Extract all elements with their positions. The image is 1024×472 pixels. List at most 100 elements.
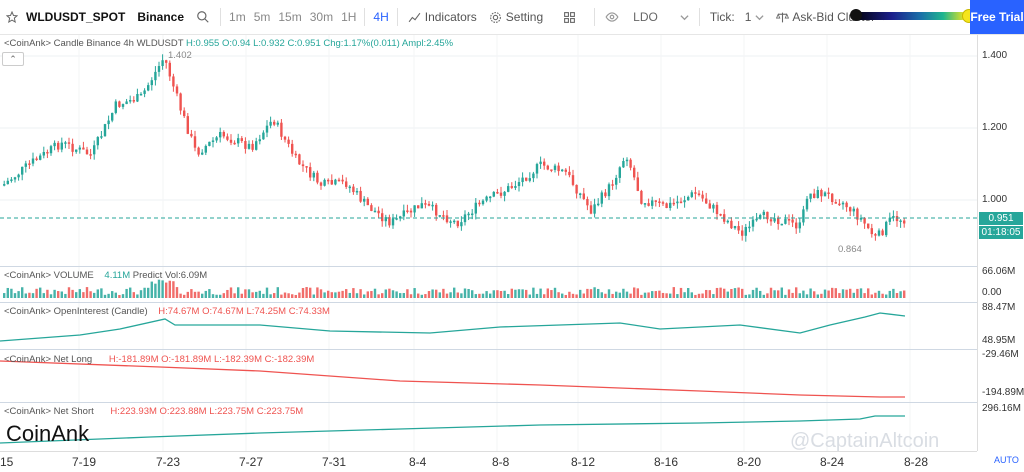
volume-bar [233, 293, 236, 298]
volume-bar [424, 294, 427, 298]
candle-body [107, 120, 110, 125]
candle-body [568, 171, 571, 176]
candle-body [17, 174, 20, 178]
candle-body [413, 205, 416, 213]
candle-body [654, 200, 657, 202]
interval-4h[interactable]: 4H [373, 10, 389, 24]
compare-symbol-select[interactable]: LDO [625, 0, 695, 34]
interval-15m[interactable]: 15m [278, 10, 302, 24]
volume-bar [579, 289, 582, 298]
volume-bar [298, 292, 301, 298]
volume-bar [316, 287, 319, 298]
indicators-button[interactable]: Indicators [402, 0, 483, 34]
volume-bar [769, 287, 773, 298]
volume-bar [895, 293, 899, 298]
volume-bar [406, 289, 409, 298]
candle-body [161, 60, 164, 67]
chart-canvas[interactable] [0, 35, 977, 451]
candle-body [741, 230, 744, 236]
indicators-icon [408, 12, 421, 22]
volume-bar [690, 292, 693, 298]
volume-bar [784, 294, 787, 298]
pane-divider[interactable] [0, 266, 1024, 267]
volume-bar [849, 288, 852, 298]
symbol-name[interactable]: WLDUSDT_SPOT [26, 10, 126, 24]
interval-1m[interactable]: 1m [229, 10, 246, 24]
layout-grid-icon[interactable] [549, 0, 590, 34]
toolbar-divider [698, 8, 700, 26]
auto-scale-button[interactable]: AUTO [994, 455, 1019, 465]
candle-body [57, 142, 60, 150]
volume-bar [517, 289, 521, 298]
interval-5m[interactable]: 5m [253, 10, 271, 24]
volume-bar [161, 280, 164, 298]
pane-divider[interactable] [0, 349, 1024, 350]
collapse-legend-button[interactable]: ⌃ [2, 52, 24, 66]
volume-bar [445, 293, 449, 298]
candle-body [575, 184, 578, 194]
volume-bar [571, 293, 575, 298]
slider-min-handle[interactable] [850, 9, 862, 21]
pane-divider[interactable] [0, 302, 1024, 303]
y-tick-label: 1.400 [982, 50, 1008, 61]
volume-bar [499, 290, 503, 298]
candle-body [874, 234, 877, 236]
tick-select[interactable]: Tick: 1 [704, 0, 771, 34]
volume-bar [514, 289, 517, 298]
volume-bar [859, 288, 863, 298]
candle-body [337, 179, 341, 182]
price-axis[interactable]: 1.400 1.200 1.000 66.06M 0.00 88.47M 48.… [977, 35, 1024, 451]
candle-body [881, 230, 884, 236]
favorite-star-icon[interactable] [0, 0, 24, 34]
volume-bar [809, 288, 812, 298]
pane-divider[interactable] [0, 402, 1024, 403]
oi-legend: <CoinAnk> OpenInterest (Candle) H:74.67M… [4, 306, 330, 317]
volume-bar [93, 292, 96, 298]
exchange-name[interactable]: Binance [137, 10, 185, 24]
candle-body [791, 219, 794, 223]
candle-body [352, 186, 355, 193]
candle-body [125, 101, 128, 105]
heatmap-intensity-slider[interactable] [852, 12, 966, 20]
volume-bar [273, 293, 276, 298]
volume-bar [478, 293, 481, 298]
free-trial-button[interactable]: Free Trial [970, 0, 1024, 34]
interval-30m[interactable]: 30m [309, 10, 334, 24]
time-axis[interactable]: 15 7-19 7-23 7-27 7-31 8-4 8-8 8-12 8-16… [0, 451, 977, 472]
candle-body [849, 207, 852, 212]
candle-body [291, 143, 294, 154]
volume-bar [377, 294, 380, 298]
candle-body [132, 100, 135, 102]
volume-bar [28, 292, 31, 298]
volume-bar [618, 292, 621, 298]
volume-bar [143, 287, 146, 298]
volume-bar [240, 293, 243, 298]
candle-body [24, 163, 27, 167]
volume-bar [597, 288, 600, 298]
volume-bar [762, 294, 765, 298]
candle-body [895, 216, 899, 222]
volume-bar [766, 293, 769, 298]
volume-bar [82, 292, 85, 298]
volume-bar [838, 293, 841, 298]
interval-1h[interactable]: 1H [341, 10, 357, 24]
candle-body [748, 226, 751, 229]
volume-bar [399, 293, 402, 298]
candle-body [755, 218, 758, 221]
candle-body [64, 142, 67, 144]
eye-icon[interactable] [599, 0, 625, 34]
net-long-legend-open: O:-181.89M [161, 354, 212, 365]
volume-bar [6, 287, 9, 298]
candle-body [67, 142, 71, 144]
volume-bar [651, 291, 654, 298]
volume-bar [463, 288, 467, 298]
volume-bar [345, 289, 348, 298]
candle-body [834, 202, 837, 204]
setting-button[interactable]: Setting [483, 0, 549, 34]
search-icon[interactable] [190, 0, 216, 34]
volume-bar [600, 292, 603, 298]
candle-body [154, 71, 157, 81]
volume-bar [435, 289, 438, 298]
volume-bar [31, 293, 35, 298]
candle-body [528, 178, 531, 181]
